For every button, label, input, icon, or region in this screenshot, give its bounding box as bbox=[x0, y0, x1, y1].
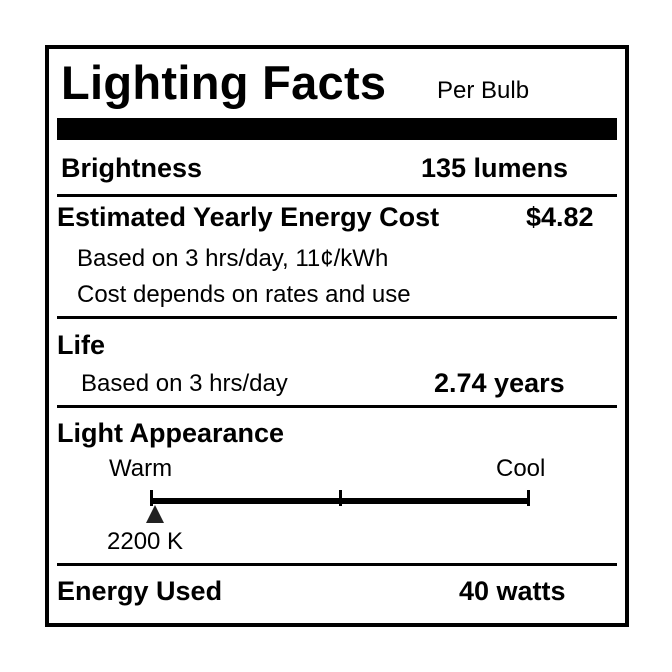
warm-label: Warm bbox=[109, 455, 173, 482]
cool-label: Cool bbox=[496, 455, 546, 482]
scale-tick bbox=[150, 490, 153, 506]
brightness-value: 135 lumens bbox=[421, 153, 569, 183]
label-title: Lighting Facts bbox=[61, 56, 387, 109]
color-temperature-value: 2200 K bbox=[107, 528, 184, 555]
energy-cost-label: Estimated Yearly Energy Cost bbox=[57, 202, 440, 232]
divider bbox=[57, 563, 617, 566]
divider bbox=[57, 316, 617, 319]
color-temperature-marker-icon bbox=[146, 505, 164, 523]
scale-tick bbox=[527, 490, 530, 506]
lighting-facts-label: Lighting Facts Per Bulb Brightness 135 l… bbox=[45, 45, 629, 627]
energy-cost-note-1: Based on 3 hrs/day, 11¢/kWh bbox=[77, 245, 389, 272]
life-value: 2.74 years bbox=[434, 368, 565, 398]
header-bar bbox=[57, 118, 617, 140]
label-subtitle: Per Bulb bbox=[437, 77, 530, 104]
light-appearance-label: Light Appearance bbox=[57, 418, 285, 448]
energy-used-value: 40 watts bbox=[459, 576, 566, 606]
divider bbox=[57, 405, 617, 408]
life-note: Based on 3 hrs/day bbox=[81, 370, 288, 397]
life-label: Life bbox=[57, 330, 106, 360]
energy-used-label: Energy Used bbox=[57, 576, 223, 606]
brightness-label: Brightness bbox=[61, 153, 203, 183]
divider bbox=[57, 194, 617, 197]
energy-cost-note-2: Cost depends on rates and use bbox=[77, 281, 411, 308]
energy-cost-value: $4.82 bbox=[526, 202, 594, 232]
scale-tick bbox=[339, 490, 342, 506]
